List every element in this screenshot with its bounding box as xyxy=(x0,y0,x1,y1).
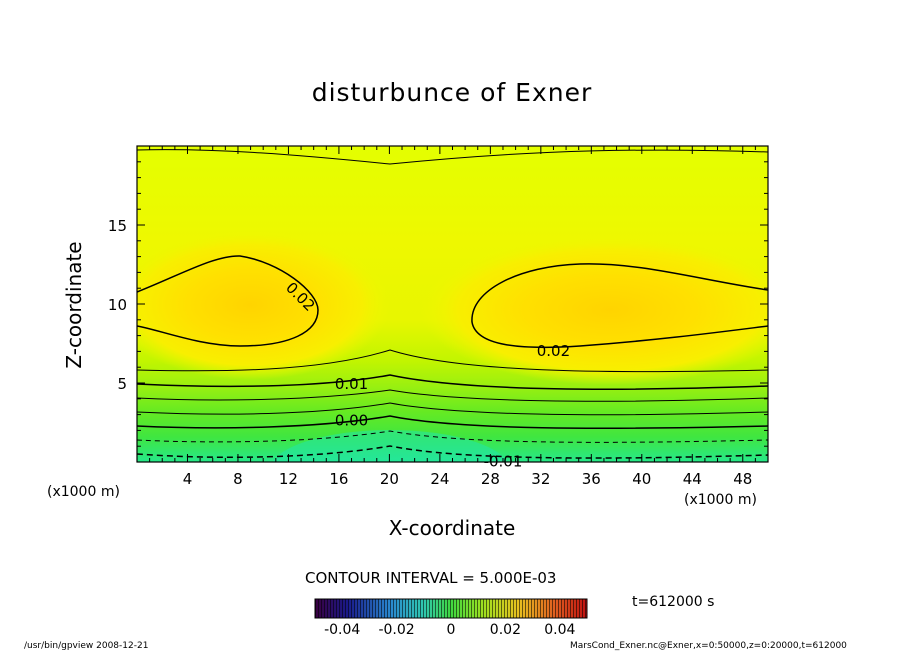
colorbar-tick-label: 0.02 xyxy=(489,622,521,638)
colorbar-tick-label: -0.02 xyxy=(378,622,415,638)
y-tick-label: 10 xyxy=(108,296,127,314)
colorbar xyxy=(314,598,588,619)
contour-lines xyxy=(137,149,768,459)
svg-text:0.01: 0.01 xyxy=(335,375,368,393)
axis-ticks xyxy=(136,145,769,463)
contour-label: 0.01 xyxy=(335,375,368,393)
contour-002-right xyxy=(471,263,768,349)
y-axis-label: Z-coordinate xyxy=(62,241,86,369)
contour-upper xyxy=(137,149,768,165)
x-tick-label: 28 xyxy=(481,470,500,488)
time-label: t=612000 s xyxy=(632,594,715,610)
chart-title: disturbunce of Exner xyxy=(311,78,593,107)
contour-label: 0.02 xyxy=(537,342,570,360)
x-axis-label: X-coordinate xyxy=(388,516,516,540)
x-tick-label: 4 xyxy=(183,470,193,488)
field-max-right xyxy=(420,235,768,385)
colorbar-tick-label: 0 xyxy=(446,622,456,638)
contour-interval: CONTOUR INTERVAL = 5.000E-03 xyxy=(305,569,557,587)
x-tick-label: 36 xyxy=(582,470,601,488)
x-unit-left: (x1000 m) xyxy=(47,484,120,500)
x-tick-label: 48 xyxy=(733,470,752,488)
x-tick-label: 16 xyxy=(329,470,348,488)
contour-002-left xyxy=(137,255,319,347)
y-tick-label: 15 xyxy=(108,217,127,235)
x-tick-label: 8 xyxy=(233,470,243,488)
svg-text:0.00: 0.00 xyxy=(335,411,368,429)
footer-right: MarsCond_Exner.nc@Exner,x=0:50000,z=0:20… xyxy=(570,641,847,651)
colorbar-tick-label: 0.04 xyxy=(544,622,576,638)
y-tick-label: 5 xyxy=(117,375,127,393)
x-tick-label: 12 xyxy=(279,470,298,488)
contour-label: 0.00 xyxy=(335,411,368,429)
field-max-left xyxy=(137,230,390,380)
x-tick-label: 24 xyxy=(430,470,449,488)
x-tick-label: 32 xyxy=(531,470,550,488)
x-tick-label: 40 xyxy=(632,470,651,488)
footer-left: /usr/bin/gpview 2008-12-21 xyxy=(24,641,149,651)
x-tick-label: 44 xyxy=(683,470,702,488)
x-tick-label: 20 xyxy=(380,470,399,488)
filled-field xyxy=(137,146,768,462)
colorbar-tick-label: -0.04 xyxy=(324,622,361,638)
svg-text:0.02: 0.02 xyxy=(537,342,570,360)
x-unit-right: (x1000 m) xyxy=(684,492,757,508)
contour-labels: 0.020.020.010.00-0.01 xyxy=(282,279,570,471)
